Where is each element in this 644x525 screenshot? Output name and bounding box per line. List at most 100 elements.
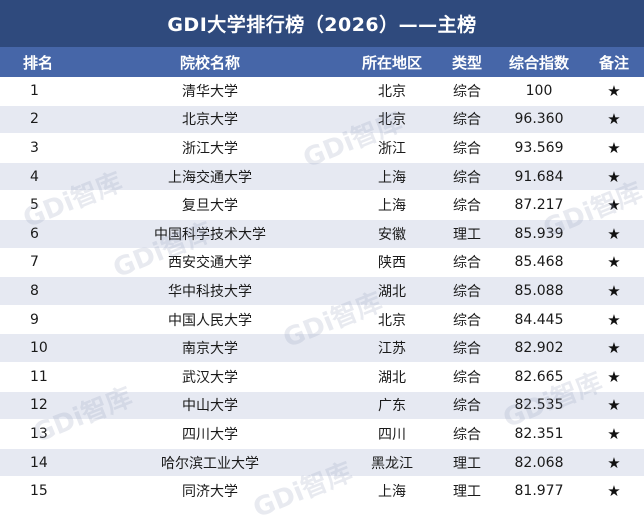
row-score: 82.665 <box>514 368 564 385</box>
row-type: 综合 <box>453 426 481 443</box>
row-rank: 13 <box>30 425 48 442</box>
row-type: 理工 <box>453 226 481 243</box>
row-score: 81.977 <box>514 483 564 500</box>
row-region: 陕西 <box>378 255 406 272</box>
row-note: ★ <box>584 306 644 334</box>
row-score: 96.360 <box>514 111 564 128</box>
row-score: 93.569 <box>514 139 564 156</box>
header-name: 院校名称 <box>179 53 240 72</box>
table-row: 2 北京大学 北京 综合 96.360 ★ <box>0 105 644 135</box>
row-type: 综合 <box>453 312 481 329</box>
row-rank: 2 <box>30 111 39 128</box>
table-row: 13 四川大学 四川 综合 82.351 ★ <box>0 420 644 449</box>
row-name: 华中科技大学 <box>168 283 252 300</box>
row-rank: 7 <box>30 254 39 271</box>
row-type: 综合 <box>453 198 481 215</box>
row-type: 综合 <box>453 255 481 272</box>
table-title: GDI大学排行榜（2026）——主榜 <box>0 0 644 47</box>
row-region: 浙江 <box>378 140 406 157</box>
row-region: 北京 <box>378 112 406 129</box>
row-score: 85.939 <box>514 225 564 242</box>
header-score: 综合指数 <box>508 53 569 72</box>
star-icon: ★ <box>607 167 621 186</box>
header-region: 所在地区 <box>361 53 422 72</box>
row-name: 北京大学 <box>182 112 238 129</box>
row-name: 同济大学 <box>182 484 238 501</box>
row-name: 清华大学 <box>182 83 238 100</box>
row-score: 85.088 <box>514 282 564 299</box>
row-score: 82.535 <box>514 397 564 414</box>
table-row: 1 清华大学 北京 综合 100 ★ <box>0 77 644 106</box>
row-region: 江苏 <box>378 341 406 358</box>
row-rank: 3 <box>30 139 39 156</box>
row-rank: 14 <box>30 454 48 471</box>
row-type: 综合 <box>453 83 481 100</box>
row-score: 100 <box>525 82 553 99</box>
row-name: 上海交通大学 <box>168 169 252 186</box>
star-icon: ★ <box>607 482 621 501</box>
row-note: ★ <box>584 420 644 448</box>
table-body: 1 清华大学 北京 综合 100 ★ 2 北京大学 北京 综合 96.360 ★ 3 浙江大学 浙江 综合 93… <box>0 77 644 506</box>
row-note: ★ <box>584 134 644 162</box>
row-type: 综合 <box>453 369 481 386</box>
row-note: ★ <box>584 449 644 477</box>
row-name: 浙江大学 <box>182 140 238 157</box>
row-score: 91.684 <box>514 168 564 185</box>
row-rank: 6 <box>30 225 39 242</box>
star-icon: ★ <box>607 138 621 157</box>
row-rank: 5 <box>30 197 39 214</box>
table-row: 7 西安交通大学 陕西 综合 85.468 ★ <box>0 248 644 278</box>
row-type: 综合 <box>453 169 481 186</box>
row-rank: 10 <box>30 340 48 357</box>
header-rank: 排名 <box>22 53 53 72</box>
row-note: ★ <box>584 220 644 248</box>
row-note: ★ <box>584 277 644 305</box>
row-note: ★ <box>584 334 644 362</box>
row-note: ★ <box>584 477 644 505</box>
table-row: 12 中山大学 广东 综合 82.535 ★ <box>0 391 644 421</box>
row-note: ★ <box>584 163 644 191</box>
row-score: 84.445 <box>514 311 564 328</box>
row-rank: 11 <box>30 368 48 385</box>
star-icon: ★ <box>607 339 621 358</box>
table-header: 排名 院校名称 所在地区 类型 综合指数 备注 <box>0 47 644 77</box>
row-type: 理工 <box>453 484 481 501</box>
table-row: 6 中国科学技术大学 安徽 理工 85.939 ★ <box>0 219 644 249</box>
table-row: 3 浙江大学 浙江 综合 93.569 ★ <box>0 134 644 163</box>
row-score: 85.468 <box>514 254 564 271</box>
row-region: 北京 <box>378 312 406 329</box>
row-name: 南京大学 <box>182 341 238 358</box>
row-name: 中国人民大学 <box>168 312 252 329</box>
row-score: 87.217 <box>514 197 564 214</box>
row-name: 中国科学技术大学 <box>154 226 266 243</box>
row-region: 上海 <box>378 198 406 215</box>
row-name: 哈尔滨工业大学 <box>161 455 259 472</box>
row-rank: 12 <box>30 397 48 414</box>
star-icon: ★ <box>607 224 621 243</box>
row-type: 理工 <box>453 455 481 472</box>
row-score: 82.068 <box>514 454 564 471</box>
table-row: 9 中国人民大学 北京 综合 84.445 ★ <box>0 305 644 335</box>
row-region: 黑龙江 <box>371 455 413 472</box>
row-region: 广东 <box>378 398 406 415</box>
table-row: 15 同济大学 上海 理工 81.977 ★ <box>0 477 644 506</box>
star-icon: ★ <box>607 453 621 472</box>
row-type: 综合 <box>453 283 481 300</box>
row-note: ★ <box>584 363 644 391</box>
row-region: 上海 <box>378 484 406 501</box>
row-name: 武汉大学 <box>182 369 238 386</box>
row-type: 综合 <box>453 112 481 129</box>
row-name: 中山大学 <box>182 398 238 415</box>
row-region: 上海 <box>378 169 406 186</box>
star-icon: ★ <box>607 424 621 443</box>
row-name: 复旦大学 <box>182 198 238 215</box>
row-region: 四川 <box>378 426 406 443</box>
star-icon: ★ <box>607 281 621 300</box>
row-note: ★ <box>584 191 644 219</box>
table-row: 5 复旦大学 上海 综合 87.217 ★ <box>0 191 644 220</box>
row-note: ★ <box>584 392 644 420</box>
table-row: 4 上海交通大学 上海 综合 91.684 ★ <box>0 162 644 192</box>
row-type: 综合 <box>453 341 481 358</box>
star-icon: ★ <box>607 396 621 415</box>
row-rank: 15 <box>30 483 48 500</box>
